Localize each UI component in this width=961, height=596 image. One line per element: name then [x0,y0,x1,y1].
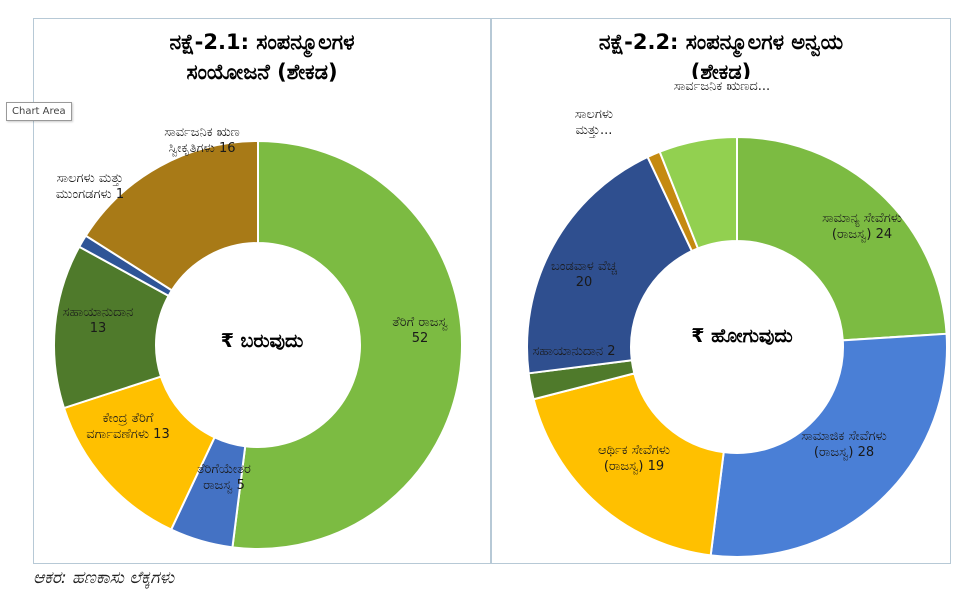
slice-label-loans-advances: ಸಾಲಗಳು ಮತ್ತು ಮುಂಗಡಗಳು 1 [55,171,125,202]
left-slice-5[interactable] [84,139,259,292]
slice-label-capital-expenditure: ಬಂಡವಾಳ ವೆಚ್ಚ 20 [551,259,617,290]
donut-chart-right[interactable] [492,19,952,565]
slice-label-grants: ಸಹಾಯಾನುದಾನ 2 [532,344,616,359]
right-slice-0[interactable] [736,135,948,342]
slice-label-central-transfers: ಕೇಂದ್ರ ತೆರಿಗೆ ವರ್ಗಾವಣೆಗಳು 13 [86,411,170,442]
right-slice-1[interactable] [709,332,948,558]
slice-label-nontax-revenue: ತೆರಿಗೆಯೇತರ ರಾಜಸ್ವ 5 [197,462,251,493]
chart-title: ನಕ್ಷೆ-2.1: ಸಂಪನ್ಮೂಲಗಳ ಸಂಯೋಜನೆ (ಶೇಕಡ) [34,27,490,87]
slice-label-loans: ಸಾಲಗಳು ಮತ್ತು... [574,107,614,138]
right-slice-4[interactable] [526,155,694,375]
chart-title-line1: ನಕ್ಷೆ-2.2: ಸಂಪನ್ಮೂಲಗಳ ಅನ್ವಯ [598,30,844,54]
right-slice-6[interactable] [658,135,738,250]
chart-panel-resources-composition[interactable]: ನಕ್ಷೆ-2.1: ಸಂಪನ್ಮೂಲಗಳ ಸಂಯೋಜನೆ (ಶೇಕಡ) ₹ ಬ… [33,18,491,564]
center-label: ₹ ಹೋಗುವುದು [691,325,793,347]
left-slice-0[interactable] [231,139,464,550]
chart-area-tooltip: Chart Area [6,102,72,121]
right-slice-2[interactable] [532,372,725,557]
slice-label-grants: ಸಹಾಯಾನುದಾನ 13 [62,305,134,336]
donut-chart-left[interactable] [34,19,492,565]
slice-label-public-debt: ಸಾರ್ವಜನಿಕ ಋಣ ಸ್ವೀಕೃತಿಗಳು 16 [164,125,240,156]
center-label: ₹ ಬರುವುದು [220,330,304,352]
slice-label-economic-services: ಆರ್ಥಿಕ ಸೇವೆಗಳು (ರಾಜಸ್ವ) 19 [598,443,670,474]
source-note: ಆಕರ: ಹಣಕಾಸು ಲೆಕ್ಕಗಳು [33,568,175,588]
slice-label-social-services: ಸಾಮಾಜಿಕ ಸೇವೆಗಳು (ರಾಜಸ್ವ) 28 [801,429,887,460]
chart-title-line2: ಸಂಯೋಜನೆ (ಶೇಕಡ) [186,60,338,84]
chart-title-line1: ನಕ್ಷೆ-2.1: ಸಂಪನ್ಮೂಲಗಳ [169,30,355,54]
chart-panel-resources-application[interactable]: ನಕ್ಷೆ-2.2: ಸಂಪನ್ಮೂಲಗಳ ಅನ್ವಯ (ಶೇಕಡ) ₹ ಹೋಗ… [491,18,951,564]
slice-label-public-debt: ಸಾರ್ವಜನಿಕ ಋಣದ... [672,79,772,95]
slice-label-tax-revenue: ತೆರಿಗೆ ರಾಜಸ್ವ 52 [392,315,448,346]
slice-label-general-services: ಸಾಮಾನ್ಯ ಸೇವೆಗಳು (ರಾಜಸ್ವ) 24 [822,211,902,242]
